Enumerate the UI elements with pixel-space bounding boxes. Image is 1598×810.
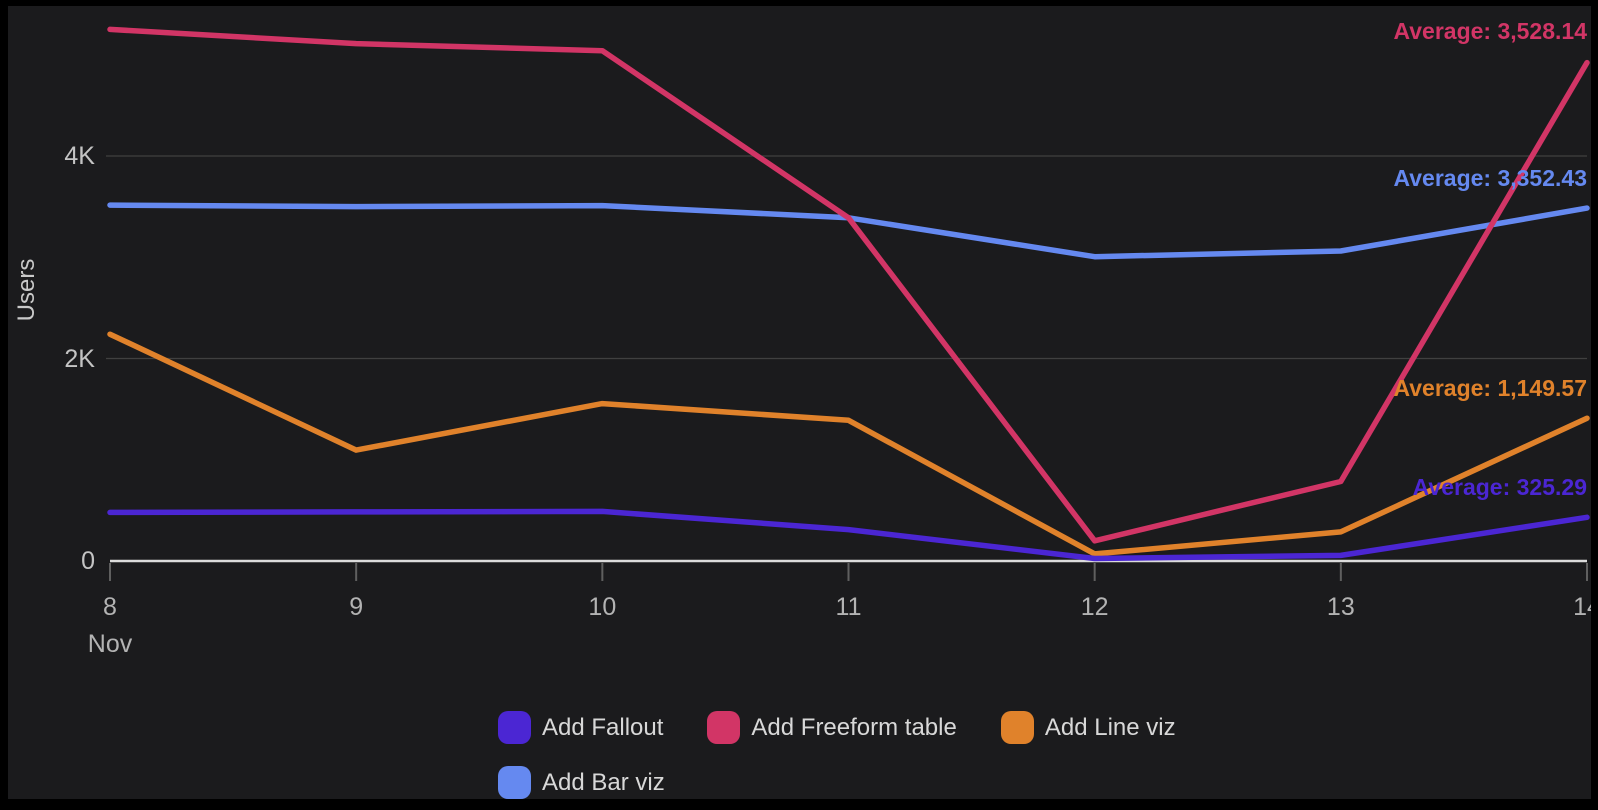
x-axis-label-13: 13 — [1326, 593, 1355, 621]
legend-swatch-add-line-viz — [1000, 711, 1034, 744]
legend-label-add-line-viz: Add Line viz — [1044, 713, 1176, 741]
legend-swatch-add-fallout — [498, 711, 531, 744]
average-label-add-fallout: Average: 325.29 — [1412, 474, 1587, 500]
series-line-add-fallout[interactable] — [107, 508, 1590, 562]
legend-label-add-freeform-table: Add Freeform table — [751, 713, 957, 741]
y-axis-label-0: 0 — [81, 547, 95, 575]
legend-swatch-add-bar-viz — [498, 766, 531, 799]
y-axis-label-2K: 2K — [64, 344, 95, 373]
x-axis-label-9: 9 — [349, 593, 364, 621]
legend-item-add-freeform-table[interactable]: Add Freeform table — [707, 711, 957, 744]
legend-item-add-bar-viz[interactable]: Add Bar viz — [498, 766, 665, 799]
average-label-add-freeform-table: Average: 3,528.14 — [1393, 18, 1587, 44]
chart-legend: Add Fallout Add Freeform table Add Line vi… — [498, 711, 1258, 799]
x-axis-label-8: 8 — [103, 593, 117, 621]
x-axis-label-12: 12 — [1080, 593, 1109, 621]
series-line-add-bar-viz[interactable] — [107, 202, 1590, 260]
average-label-add-bar-viz: Average: 3,352.43 — [1393, 165, 1587, 191]
x-axis-month-label: Nov — [87, 630, 133, 658]
x-axis-label-10: 10 — [588, 593, 617, 621]
x-axis-label-11: 11 — [835, 593, 862, 621]
legend-item-add-line-viz[interactable]: Add Line viz — [1000, 711, 1176, 744]
legend-label-add-fallout: Add Fallout — [542, 713, 664, 741]
legend-item-add-fallout[interactable]: Add Fallout — [498, 711, 663, 744]
x-axis-label-14: 14 — [1573, 593, 1598, 621]
y-axis-title: Users — [13, 258, 40, 322]
series-line-add-line-viz[interactable] — [107, 331, 1590, 557]
legend-label-add-bar-viz: Add Bar viz — [542, 768, 665, 796]
legend-swatch-add-freeform-table — [707, 711, 741, 744]
series-line-add-freeform-table[interactable] — [107, 26, 1590, 544]
average-label-add-line-viz: Average: 1,149.57 — [1393, 375, 1587, 401]
y-axis-label-4K: 4K — [64, 142, 95, 170]
